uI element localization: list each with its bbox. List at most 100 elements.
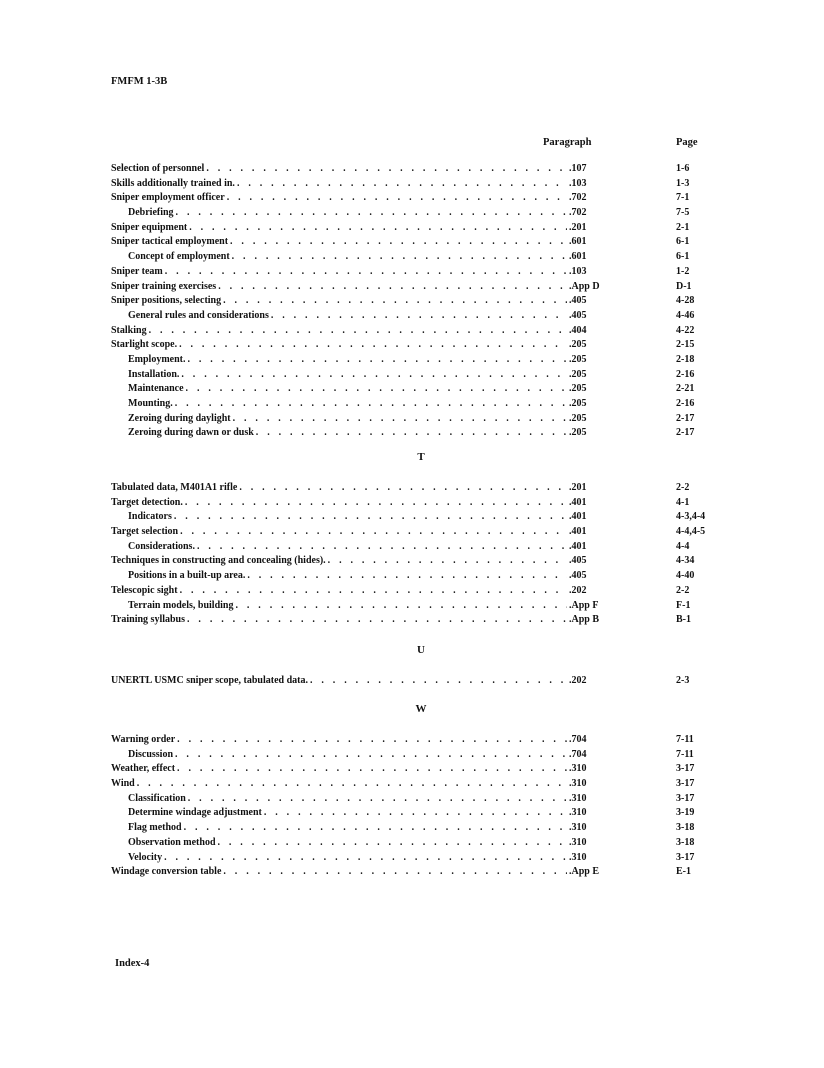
entry-page: 6-1 [676, 236, 690, 248]
dot-leader: . . . . . . . . . . . . . . . . . . . . … [217, 836, 568, 848]
entry-paragraph: .404 [569, 324, 587, 336]
dot-leader: . . . . . . . . . . . . . . . . . . . . … [235, 599, 568, 611]
entry-paragraph: .205 [569, 368, 587, 380]
dot-leader: . . . . . . . . . . . . . . . . . . . . … [187, 792, 567, 804]
entry-page: B-1 [676, 614, 691, 626]
entry-page: 2-17 [676, 412, 695, 424]
dot-leader: . . . . . . . . . . . . . . . . . . . . … [173, 511, 567, 523]
dot-leader: . . . . . . . . . . . . . . . . . . . . … [247, 570, 567, 582]
dot-leader: . . . . . . . . . . . . . . . . . . . . … [180, 526, 567, 538]
entry-paragraph: .205 [569, 427, 587, 439]
entry-term: Target selection [111, 525, 181, 540]
dot-leader: . . . . . . . . . . . . . . . . . . . . … [232, 412, 567, 424]
entry-term: Starlight scope. [111, 338, 180, 353]
entry-page: 4-46 [676, 309, 695, 321]
entry-term: Flag method [128, 821, 184, 836]
index-entry: Flag method . . . . . . . . . . . . . . … [111, 821, 731, 836]
index-entry: Positions in a built-up area. . . . . . … [111, 569, 731, 584]
entry-paragraph: .405 [569, 570, 587, 582]
entry-page: 2-2 [676, 584, 690, 596]
entry-page: 1-2 [676, 265, 690, 277]
dot-leader: . . . . . . . . . . . . . . . . . . . . … [187, 614, 567, 626]
index-entry: Selection of personnel . . . . . . . . .… [111, 162, 731, 177]
index-entry: Maintenance . . . . . . . . . . . . . . … [111, 382, 731, 398]
index-entry: Techniques in constructing and concealin… [111, 554, 731, 570]
dot-leader: . . . . . . . . . . . . . . . . . . . . … [230, 236, 567, 248]
dot-leader: . . . . . . . . . . . . . . . . . . . . … [223, 866, 567, 878]
entry-paragraph: .310 [569, 807, 587, 819]
entry-paragraph: .405 [569, 555, 587, 567]
entry-term: Zeroing during dawn or dusk [128, 426, 256, 442]
dot-leader: . . . . . . . . . . . . . . . . . . . . … [196, 540, 567, 552]
entry-term: Debriefing [128, 206, 176, 221]
dot-leader: . . . . . . . . . . . . . . . . . . . . … [181, 368, 567, 380]
entry-page: 2-3 [676, 675, 690, 686]
entry-page: 3-17 [676, 778, 695, 790]
entry-paragraph: .310 [569, 778, 587, 790]
entry-paragraph: .310 [569, 822, 587, 834]
entry-page: 4-1 [676, 496, 690, 508]
index-entry: Sniper training exercises . . . . . . . … [111, 279, 731, 295]
entry-page: 3-18 [676, 822, 695, 834]
index-entry: Discussion . . . . . . . . . . . . . . .… [111, 747, 731, 763]
dot-leader: . . . . . . . . . . . . . . . . . . . . … [136, 778, 567, 790]
entry-term: Employment. [128, 352, 188, 368]
dot-leader: . . . . . . . . . . . . . . . . . . . . … [270, 309, 567, 321]
entry-paragraph: .App E [569, 866, 600, 878]
entry-paragraph: .201 [569, 482, 587, 493]
entry-page: 2-21 [676, 383, 695, 395]
entry-paragraph: .205 [569, 398, 587, 409]
entry-term: Discussion [128, 747, 176, 763]
entry-paragraph: .401 [569, 526, 587, 538]
index-entry: Zeroing during dawn or dusk . . . . . . … [111, 426, 731, 442]
entry-paragraph: .App D [569, 280, 600, 292]
entry-term: Wind [111, 777, 137, 792]
index-entry: Determine windage adjustment . . . . . .… [111, 806, 731, 822]
section-letter: W [415, 703, 427, 715]
index-entry: Sniper equipment . . . . . . . . . . . .… [111, 220, 731, 236]
entry-page: 2-18 [676, 353, 695, 365]
index-entry: Employment. . . . . . . . . . . . . . . … [111, 352, 731, 368]
entry-term: Sniper positions, selecting [111, 294, 224, 309]
entry-paragraph: .107 [569, 163, 587, 174]
page-footer: Index-4 [115, 958, 150, 969]
entry-paragraph: .App F [569, 599, 599, 611]
entry-page: 4-4 [676, 540, 690, 552]
entry-page: 1-3 [676, 177, 690, 189]
entry-term: Terrain models, building [128, 598, 236, 614]
entry-term: Indicators [128, 510, 174, 526]
entry-page: 3-17 [676, 851, 695, 863]
entry-term: Warning order [111, 733, 178, 748]
dot-leader: . . . . . . . . . . . . . . . . . . . . … [226, 192, 567, 204]
entry-page: 6-1 [676, 251, 690, 263]
index-entry: Zeroing during daylight . . . . . . . . … [111, 411, 731, 427]
index-entry: Velocity . . . . . . . . . . . . . . . .… [111, 850, 731, 866]
entry-paragraph: .310 [569, 851, 587, 863]
page-column-header: Page [676, 137, 698, 148]
dot-leader: . . . . . . . . . . . . . . . . . . . . … [174, 398, 567, 409]
entry-page: 2-1 [676, 221, 690, 233]
index-entry: Installation. . . . . . . . . . . . . . … [111, 367, 731, 383]
entry-term: General rules and considerations [128, 308, 271, 324]
dot-leader: . . . . . . . . . . . . . . . . . . . . … [223, 295, 567, 307]
entry-page: 4-22 [676, 324, 695, 336]
entry-page: F-1 [676, 599, 691, 611]
entry-term: Sniper employment officer [111, 191, 227, 207]
index-entry: Skills additionally trained in. . . . . … [111, 176, 731, 192]
entry-paragraph: .202 [569, 675, 587, 686]
entry-term: Considerations. [128, 539, 197, 555]
index-entry: Wind . . . . . . . . . . . . . . . . . .… [111, 777, 731, 792]
entry-page: 2-17 [676, 427, 695, 439]
index-entry: Sniper team . . . . . . . . . . . . . . … [111, 264, 731, 280]
entry-term: Stalking [111, 323, 149, 339]
paragraph-column-header: Paragraph [543, 137, 592, 148]
dot-leader: . . . . . . . . . . . . . . . . . . . . … [179, 584, 567, 596]
entry-paragraph: .205 [569, 412, 587, 424]
entry-term: Target detection. [111, 495, 185, 511]
dot-leader: . . . . . . . . . . . . . . . . . . . . … [184, 496, 567, 508]
dot-leader: . . . . . . . . . . . . . . . . . . . . … [179, 339, 567, 351]
dot-leader: . . . . . . . . . . . . . . . . . . . . … [189, 221, 567, 233]
entry-term: Observation method [128, 835, 218, 851]
entry-term: Skills additionally trained in. [111, 176, 237, 192]
index-entry: Target selection . . . . . . . . . . . .… [111, 525, 731, 540]
